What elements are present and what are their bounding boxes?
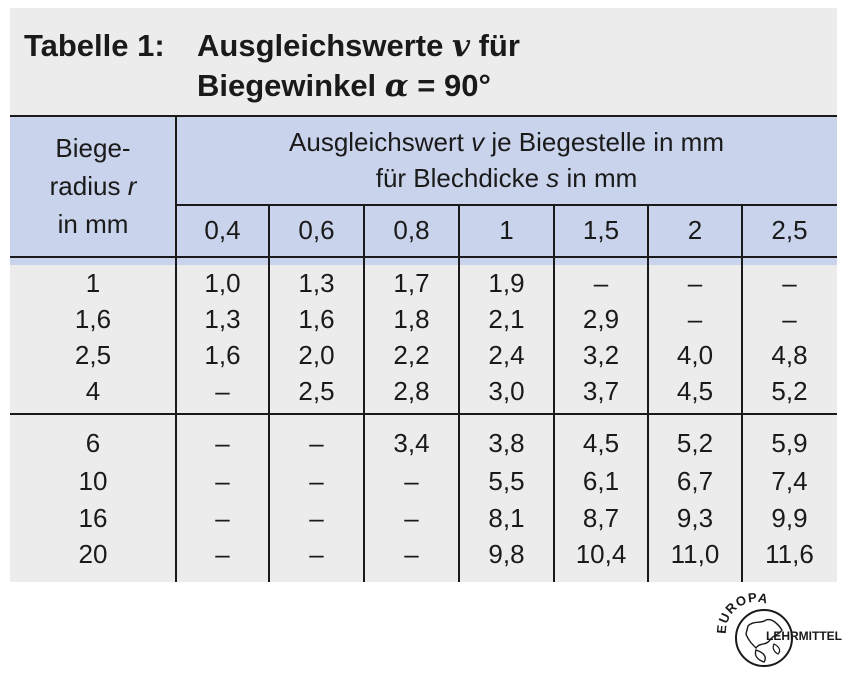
value-cell: 6,1 [582, 466, 620, 496]
value-cell: 2,9 [582, 304, 620, 334]
value-cell: 9,8 [488, 539, 525, 569]
value-cell: – [404, 503, 419, 533]
value-cell: – [782, 304, 797, 334]
rule-col [741, 205, 743, 582]
table-header-background [10, 117, 837, 265]
header-radius-line-2: radius r [49, 171, 137, 201]
radius-cell: 20 [78, 539, 108, 569]
value-cell: – [215, 428, 230, 458]
value-cell: – [215, 539, 230, 569]
rule-header-middle [176, 204, 837, 206]
compensation-table: Biege- radius r in mm Ausgleichswert v j… [10, 112, 837, 582]
value-cell: – [215, 466, 230, 496]
radius-cell: 16 [78, 503, 108, 533]
value-cell: 2,5 [298, 376, 335, 406]
value-cell: 3,2 [582, 340, 620, 370]
value-cell: 2,4 [488, 340, 525, 370]
radius-cell: 1 [85, 268, 101, 298]
value-cell: 3,0 [488, 376, 525, 406]
header-thickness: 1,5 [582, 215, 620, 245]
rule-header-bottom [10, 256, 837, 258]
value-cell: 5,2 [676, 428, 714, 458]
europa-lehrmittel-logo: EUROPA LEHRMITTEL [712, 590, 842, 674]
table-number: Tabelle 1: [24, 28, 165, 63]
table-title: Tabelle 1: Ausgleichswerte v für Biegewi… [10, 8, 837, 112]
title-line-2: Biegewinkel α = 90° [197, 68, 491, 104]
value-cell: 3,8 [488, 428, 525, 458]
rule-col [647, 205, 649, 582]
rule-top [10, 115, 837, 117]
value-cell: 1,3 [204, 304, 241, 334]
rule-col [553, 205, 555, 582]
header-values-line-2: für Blechdicke s in mm [375, 163, 638, 193]
value-cell: 1,6 [204, 340, 241, 370]
value-cell: – [309, 503, 324, 533]
value-cell: 5,5 [488, 466, 525, 496]
value-cell: 1,9 [488, 268, 525, 298]
value-cell: 11,6 [765, 539, 814, 569]
radius-cell: 2,5 [74, 340, 112, 370]
value-cell: 1,3 [298, 268, 335, 298]
value-cell: 2,1 [488, 304, 525, 334]
value-cell: 2,2 [393, 340, 430, 370]
header-values-line-1: Ausgleichswert v je Biegestelle in mm [289, 127, 724, 157]
header-thickness: 2,5 [771, 215, 808, 245]
value-cell: 11,0 [670, 539, 720, 569]
header-radius-line-3: in mm [57, 209, 129, 239]
value-cell: – [687, 268, 703, 298]
symbol-alpha: α [384, 68, 409, 104]
value-cell: – [404, 539, 419, 569]
radius-cell: 1,6 [74, 304, 112, 334]
value-cell: 8,1 [488, 503, 525, 533]
value-cell: 8,7 [582, 503, 620, 533]
value-cell: – [593, 268, 609, 298]
value-cell: 9,9 [771, 503, 808, 533]
header-radius-line-1: Biege- [55, 133, 131, 163]
value-cell: 1,0 [204, 268, 241, 298]
value-cell: 9,3 [676, 503, 714, 533]
value-cell: – [687, 304, 703, 334]
radius-cell: 6 [85, 428, 101, 458]
value-cell: – [215, 376, 230, 406]
value-cell: – [404, 466, 419, 496]
logo-side-text: LEHRMITTEL [766, 629, 842, 643]
value-cell: 3,7 [582, 376, 620, 406]
rule-col [458, 205, 460, 582]
value-cell: 3,4 [393, 428, 430, 458]
header-thickness: 2 [687, 215, 703, 245]
radius-cell: 4 [85, 376, 101, 406]
symbol-v: v [451, 28, 470, 64]
rule-col [363, 205, 365, 582]
value-cell: 4,5 [582, 428, 620, 458]
value-cell: 4,8 [771, 340, 808, 370]
header-thickness: 0,4 [204, 215, 241, 245]
value-cell: – [215, 503, 230, 533]
value-cell: 6,7 [676, 466, 714, 496]
rule-col-radius [175, 116, 177, 582]
radius-cell: 10 [78, 466, 108, 496]
value-cell: 1,6 [298, 304, 335, 334]
globe-icon: EUROPA LEHRMITTEL [714, 590, 842, 667]
value-cell: 2,0 [298, 340, 335, 370]
value-cell: 1,7 [393, 268, 430, 298]
value-cell: – [309, 539, 324, 569]
value-cell: – [309, 428, 324, 458]
value-cell: 2,8 [393, 376, 430, 406]
value-cell: – [309, 466, 324, 496]
value-cell: 5,9 [771, 428, 808, 458]
header-thickness: 0,8 [393, 215, 430, 245]
value-cell: 5,2 [771, 376, 808, 406]
value-cell: – [782, 268, 797, 298]
value-cell: 10,4 [575, 539, 627, 569]
header-thickness: 1 [499, 215, 514, 245]
header-thickness: 0,6 [298, 215, 335, 245]
title-line-1: Ausgleichswerte v für [197, 28, 520, 64]
rule-col [268, 205, 270, 582]
value-cell: 1,8 [393, 304, 430, 334]
rule-group-divider [10, 413, 837, 415]
value-cell: 4,0 [676, 340, 714, 370]
value-cell: 4,5 [676, 376, 714, 406]
value-cell: 7,4 [771, 466, 808, 496]
